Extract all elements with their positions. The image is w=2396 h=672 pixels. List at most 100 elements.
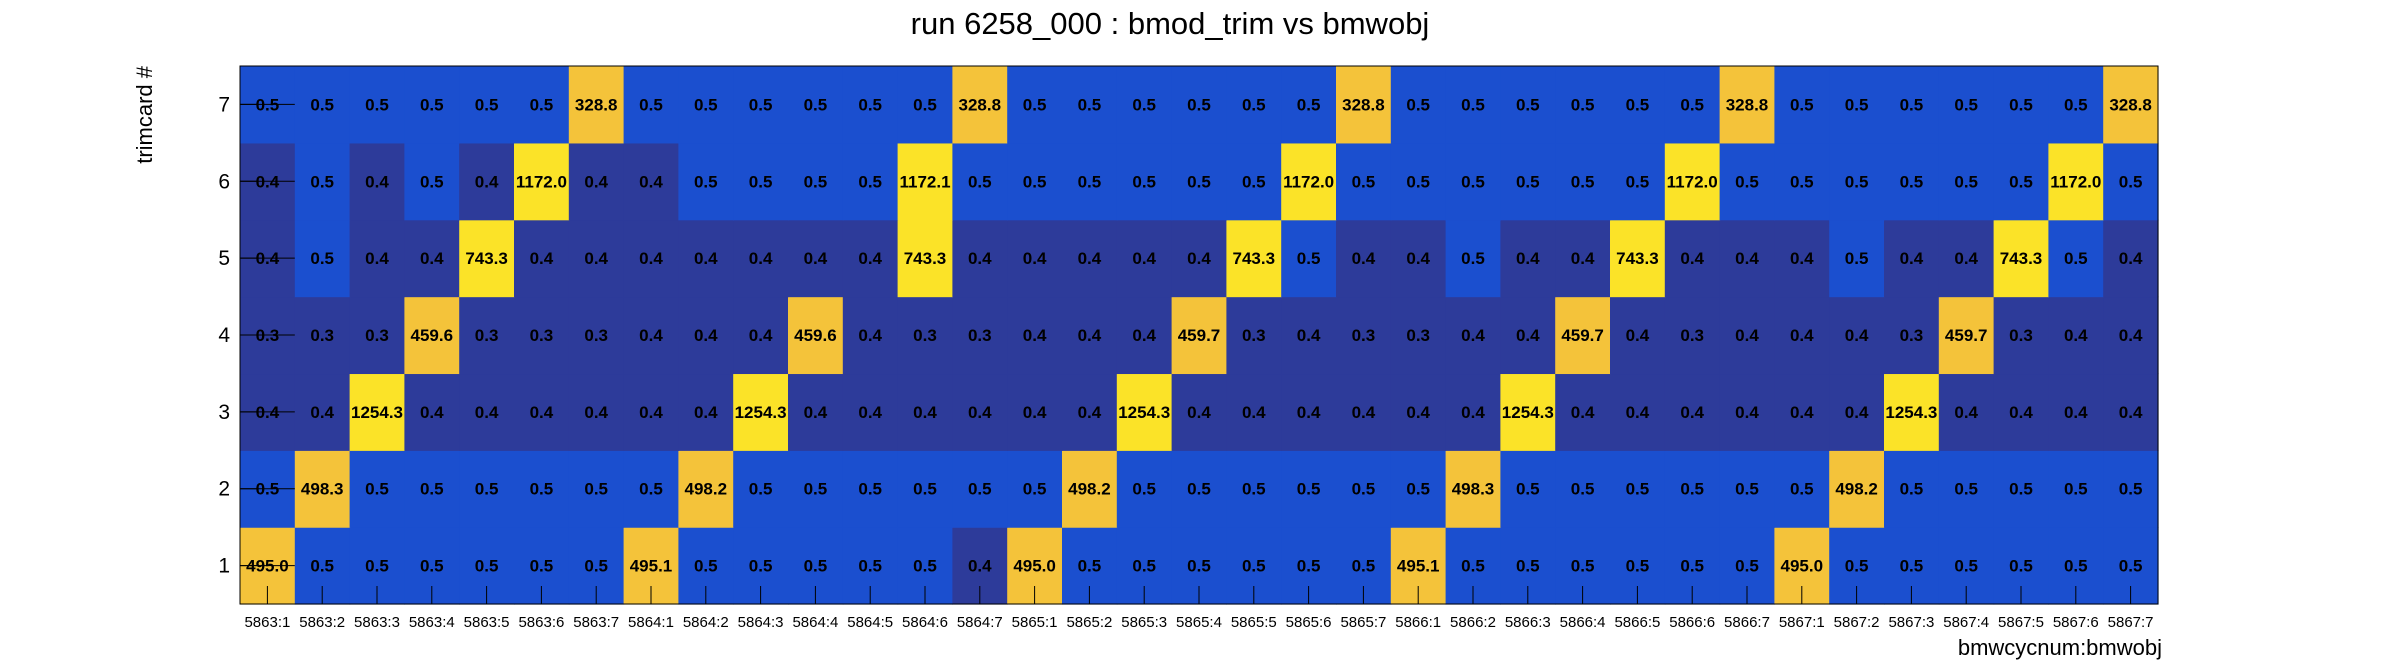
heatmap-cell bbox=[2048, 373, 2104, 451]
cell-value-label: 0.4 bbox=[1297, 403, 1321, 422]
heatmap-cell bbox=[733, 373, 789, 451]
cell-value-label: 0.5 bbox=[1078, 172, 1102, 191]
cell-value-label: 0.3 bbox=[584, 326, 608, 345]
heatmap-cell bbox=[1774, 450, 1830, 528]
cell-value-label: 0.4 bbox=[420, 403, 444, 422]
heatmap-cell bbox=[404, 450, 460, 528]
heatmap-cell bbox=[733, 219, 789, 298]
cell-value-label: 0.5 bbox=[1352, 480, 1376, 499]
x-tick-label: 5863:7 bbox=[573, 614, 619, 631]
cell-value-label: 0.4 bbox=[1078, 249, 1102, 268]
heatmap-cell bbox=[1993, 450, 2049, 528]
cell-value-label: 0.4 bbox=[256, 172, 280, 191]
cell-value-labels: 495.0 0.5 0.5 0.5 0.5 0.5 0.5 495.1 0.5 0.5 0.5 0.5… bbox=[246, 95, 2152, 575]
cell-value-label: 0.5 bbox=[530, 557, 554, 576]
heatmap-cell bbox=[1664, 66, 1721, 144]
heatmap-cell bbox=[459, 219, 515, 298]
cell-value-label: 0.5 bbox=[1900, 172, 1924, 191]
cell-value-label: 0.4 bbox=[1735, 403, 1759, 422]
heatmap-cell bbox=[842, 142, 899, 221]
heatmap-cell bbox=[1555, 142, 1611, 221]
heatmap-cell bbox=[294, 66, 351, 144]
cell-value-label: 0.4 bbox=[1187, 403, 1211, 422]
cell-value-label: 0.5 bbox=[2064, 557, 2088, 576]
heatmap-cell bbox=[404, 373, 460, 451]
heatmap-cell bbox=[1171, 142, 1227, 221]
heatmap-cell bbox=[1007, 450, 1063, 528]
cell-value-label: 0.4 bbox=[584, 249, 608, 268]
cell-value-label: 0.5 bbox=[1954, 557, 1978, 576]
cell-value-label: 0.3 bbox=[365, 326, 389, 345]
cell-value-label: 495.1 bbox=[630, 557, 673, 576]
heatmap-cell bbox=[1774, 296, 1830, 375]
heatmap-cell bbox=[1555, 373, 1611, 451]
heatmap-cell bbox=[1007, 142, 1063, 221]
heatmap-cell bbox=[678, 296, 734, 375]
cell-value-label: 498.2 bbox=[1835, 480, 1878, 499]
cell-value-label: 0.5 bbox=[1790, 95, 1814, 114]
cell-value-label: 0.5 bbox=[2119, 172, 2143, 191]
cell-value-label: 0.5 bbox=[365, 480, 389, 499]
heatmap-cell bbox=[2048, 296, 2104, 375]
heatmap-cell bbox=[1226, 450, 1282, 528]
cell-value-label: 0.5 bbox=[310, 249, 334, 268]
cell-value-label: 459.7 bbox=[1178, 326, 1221, 345]
cell-value-label: 0.5 bbox=[2119, 557, 2143, 576]
cell-value-label: 0.5 bbox=[1078, 95, 1102, 114]
cell-value-label: 0.5 bbox=[2119, 480, 2143, 499]
heatmap-cell bbox=[2103, 296, 2159, 375]
heatmap-cell bbox=[2048, 66, 2104, 144]
y-tick-label: 2 bbox=[218, 478, 230, 501]
cell-value-label: 0.4 bbox=[1735, 249, 1759, 268]
cell-value-label: 0.5 bbox=[1516, 480, 1540, 499]
cell-value-label: 0.5 bbox=[1297, 557, 1321, 576]
cell-value-label: 1254.3 bbox=[1118, 403, 1170, 422]
cell-value-label: 0.5 bbox=[1735, 557, 1759, 576]
heatmap-cell bbox=[514, 296, 570, 375]
heatmap-cell bbox=[459, 66, 515, 144]
heatmap-cell bbox=[1884, 66, 1940, 144]
heatmap-cell bbox=[788, 450, 844, 528]
cell-value-label: 0.4 bbox=[913, 403, 937, 422]
heatmap-cell bbox=[1829, 450, 1885, 528]
heatmap-cell bbox=[1938, 450, 1995, 528]
heatmap-cell bbox=[1062, 450, 1118, 528]
y-tick-label: 7 bbox=[218, 93, 230, 116]
cell-value-label: 0.4 bbox=[365, 249, 389, 268]
heatmap-cell bbox=[1445, 450, 1501, 528]
cell-value-label: 0.4 bbox=[1790, 249, 1814, 268]
cell-value-label: 0.5 bbox=[2009, 557, 2033, 576]
x-tick-label: 5867:7 bbox=[2108, 614, 2154, 631]
cell-value-label: 0.5 bbox=[694, 557, 718, 576]
heatmap-cell bbox=[1171, 219, 1227, 298]
cell-value-label: 743.3 bbox=[2000, 249, 2043, 268]
heatmap-cell bbox=[1555, 66, 1611, 144]
cell-value-label: 0.4 bbox=[1790, 403, 1814, 422]
heatmap-cell bbox=[349, 66, 405, 144]
heatmap-cell bbox=[2048, 142, 2104, 221]
cell-value-label: 0.5 bbox=[694, 172, 718, 191]
x-tick-label: 5864:2 bbox=[683, 614, 729, 631]
cell-value-label: 495.0 bbox=[246, 557, 289, 576]
cell-value-label: 328.8 bbox=[959, 95, 1002, 114]
heatmap-cell bbox=[1610, 373, 1666, 451]
heatmap-cell bbox=[1829, 296, 1885, 375]
heatmap-cell bbox=[1664, 142, 1721, 221]
heatmap-cell bbox=[1062, 66, 1118, 144]
heatmap-cell bbox=[1281, 296, 1337, 375]
cell-value-label: 1172.1 bbox=[899, 172, 950, 191]
heatmap-cell bbox=[1116, 373, 1173, 451]
cell-value-label: 459.7 bbox=[1945, 326, 1988, 345]
heatmap-cell bbox=[2103, 66, 2159, 144]
heatmap-cell bbox=[678, 219, 734, 298]
cell-value-label: 0.4 bbox=[968, 557, 992, 576]
cell-value-label: 328.8 bbox=[1342, 95, 1385, 114]
cell-value-label: 0.5 bbox=[1735, 480, 1759, 499]
x-tick-label: 5867:4 bbox=[1943, 614, 1989, 631]
cell-value-label: 0.3 bbox=[1242, 326, 1266, 345]
heatmap-cell bbox=[733, 142, 789, 221]
heatmap-cell bbox=[897, 66, 953, 144]
cell-value-label: 0.4 bbox=[1132, 249, 1156, 268]
cell-value-label: 0.4 bbox=[968, 403, 992, 422]
cell-value-label: 0.5 bbox=[365, 557, 389, 576]
